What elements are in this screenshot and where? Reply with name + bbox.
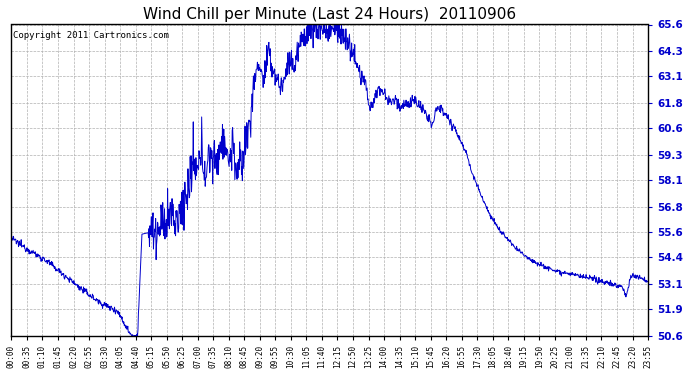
Title: Wind Chill per Minute (Last 24 Hours)  20110906: Wind Chill per Minute (Last 24 Hours) 20… (143, 7, 516, 22)
Text: Copyright 2011 Cartronics.com: Copyright 2011 Cartronics.com (12, 31, 168, 40)
